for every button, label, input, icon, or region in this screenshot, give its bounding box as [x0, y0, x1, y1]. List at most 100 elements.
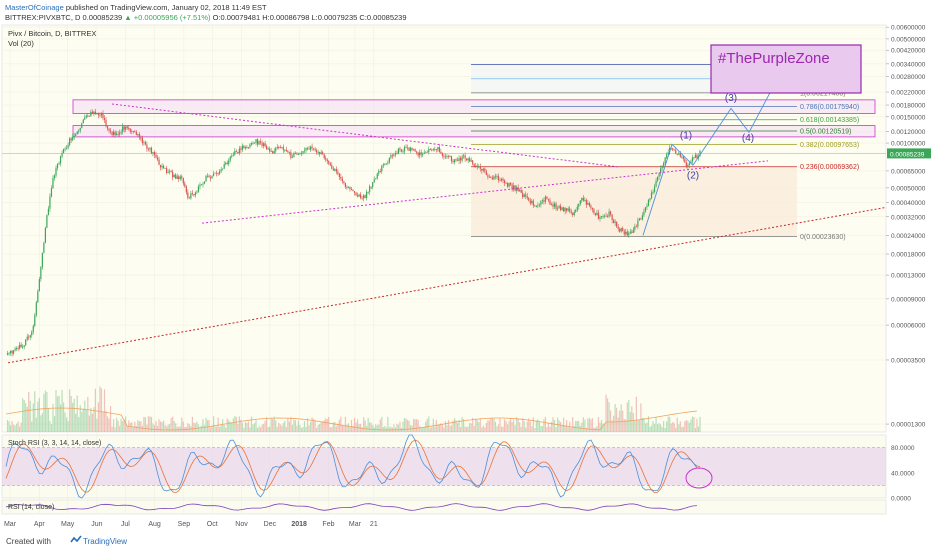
volume-bar: [367, 417, 369, 432]
volume-bar: [578, 420, 580, 432]
candle-body: [278, 146, 280, 148]
volume-bar: [497, 424, 500, 432]
volume-bar: [441, 424, 444, 432]
candle-body: [22, 346, 24, 348]
candle-body: [681, 156, 683, 158]
candle-body: [258, 141, 260, 145]
volume-bar: [535, 420, 537, 432]
volume-bar: [661, 427, 663, 432]
candle-body: [229, 156, 231, 161]
volume-bar: [667, 416, 669, 432]
candle-body: [169, 171, 171, 173]
volume-bar: [390, 426, 392, 432]
candle-body: [84, 117, 86, 120]
candle-body: [120, 131, 122, 133]
candle-body: [499, 180, 501, 182]
candle-body: [162, 165, 165, 169]
volume-bar: [402, 421, 404, 432]
volume-bar: [193, 422, 195, 432]
candle-body: [314, 148, 316, 151]
candle-body: [287, 150, 289, 153]
candle-body: [181, 176, 183, 178]
volume-bar: [244, 421, 247, 432]
candle-body: [567, 208, 569, 211]
volume-bar: [62, 402, 65, 432]
candle-body: [570, 210, 572, 213]
volume-bar: [602, 423, 604, 432]
volume-bar: [231, 422, 233, 432]
candle-body: [364, 195, 366, 199]
candle-body: [205, 176, 207, 182]
candle-body: [579, 200, 581, 205]
volume-bar: [506, 424, 509, 432]
volume-bar: [541, 426, 544, 432]
volume-bar: [137, 420, 139, 432]
last-price-badge: [887, 148, 931, 159]
elliott-wave-projection: [642, 64, 786, 236]
candle-body: [640, 218, 642, 220]
candle-body: [369, 186, 371, 192]
volume-bar: [11, 421, 13, 432]
volume-bar: [290, 416, 292, 432]
candle-body: [572, 212, 574, 216]
volume-bar: [563, 417, 565, 432]
volume-bar: [443, 427, 445, 432]
tradingview-link[interactable]: TradingView: [83, 537, 128, 546]
volume-bar: [587, 418, 589, 432]
volume-bar: [135, 426, 137, 432]
volume-bar: [105, 410, 107, 432]
volume-bar: [676, 417, 678, 432]
volume-bar: [370, 422, 372, 432]
candle-body: [394, 153, 397, 155]
volume-bar: [232, 418, 234, 432]
candle-body: [641, 215, 644, 220]
volume-bar: [187, 423, 189, 432]
candle-body: [650, 192, 653, 199]
candle-body: [573, 211, 575, 216]
candle-body: [450, 156, 453, 162]
candle-body: [494, 176, 497, 178]
candle-body: [679, 153, 681, 157]
x-tick-label: Feb: [322, 521, 334, 528]
candle-body: [219, 171, 221, 174]
candle-body: [631, 231, 633, 233]
candle-body: [461, 156, 463, 161]
volume-bar: [609, 410, 612, 432]
candle-body: [693, 157, 695, 159]
price-chart[interactable]: Mar Apr May Jun Jul Aug Sep Oct Nov Dec 2018 Feb Mar…: [0, 0, 932, 532]
candle-body: [490, 177, 492, 178]
volume-bar: [605, 394, 607, 432]
candle-body: [200, 184, 203, 186]
candle-body: [523, 194, 525, 198]
volume-bar: [138, 421, 140, 432]
volume-bar: [356, 419, 359, 432]
y-tick-label: 0.00032000: [891, 214, 926, 221]
candle-body: [687, 164, 689, 167]
candle-body: [346, 186, 348, 188]
candle-body: [685, 162, 687, 167]
candle-body: [626, 231, 628, 236]
volume-bar: [384, 425, 386, 432]
author-link[interactable]: MasterOfCoinage: [5, 3, 64, 12]
volume-bar: [555, 427, 557, 432]
candle-body: [337, 171, 339, 174]
volume-bar: [343, 425, 345, 432]
y-tick-label: 0.00340000: [891, 61, 926, 68]
candle-body: [167, 172, 169, 173]
candle-body: [40, 267, 42, 280]
candle-body: [658, 173, 660, 177]
candle-body: [359, 194, 362, 198]
volume-bar: [16, 423, 18, 432]
volume-bar: [588, 417, 590, 432]
volume-bar: [167, 424, 169, 432]
candle-body: [529, 200, 531, 204]
last-price: 0.00085239: [82, 13, 123, 22]
candle-body: [341, 178, 343, 182]
volume-bar: [414, 419, 416, 432]
candle-body: [497, 176, 500, 181]
volume-bar: [638, 420, 640, 432]
candle-body: [358, 194, 360, 197]
volume-bar: [369, 422, 371, 432]
candle-body: [273, 151, 275, 154]
volume-bar: [302, 426, 304, 432]
